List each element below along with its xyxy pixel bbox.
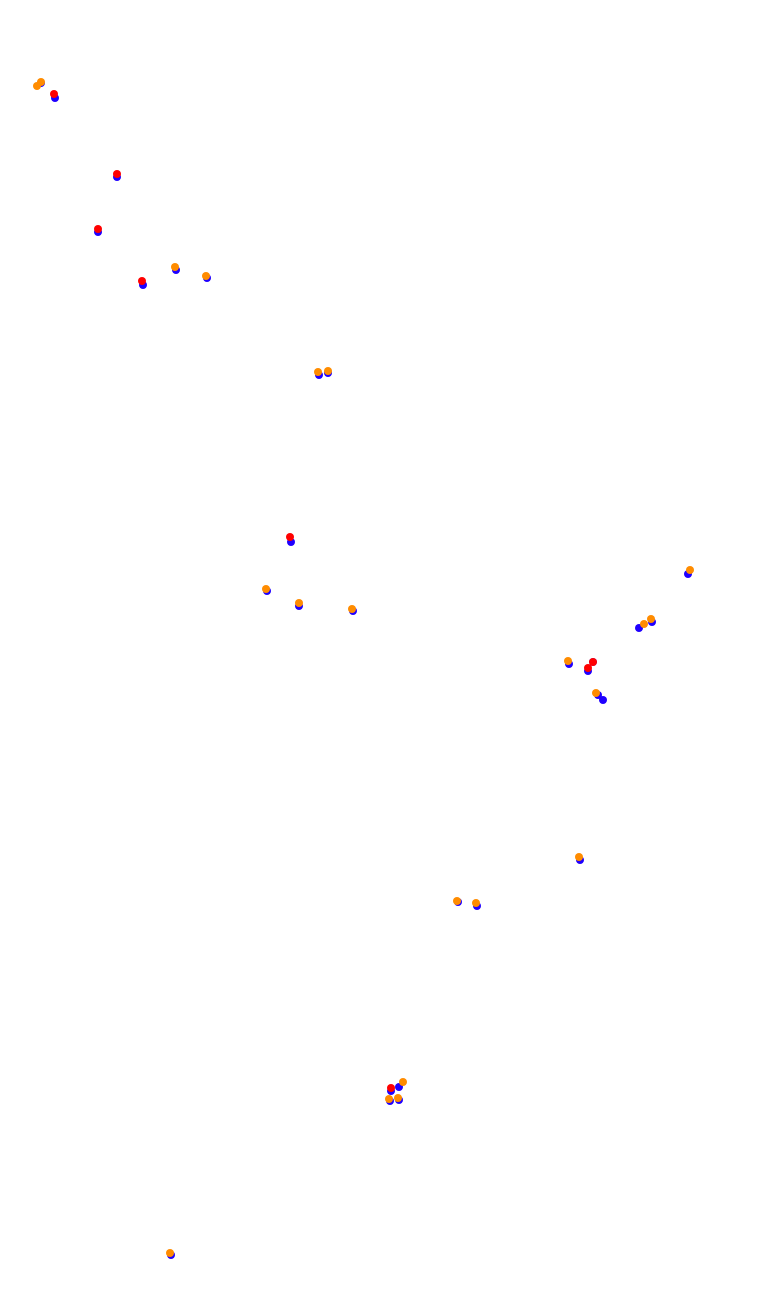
- data-point-red: [50, 90, 58, 98]
- data-point-red: [138, 277, 146, 285]
- data-point-orange: [166, 1249, 174, 1257]
- data-point-orange: [564, 657, 572, 665]
- data-point-orange: [394, 1094, 402, 1102]
- series-layer: [33, 78, 694, 1259]
- data-point-orange: [385, 1095, 393, 1103]
- data-point-red: [589, 658, 597, 666]
- data-point-red: [94, 225, 102, 233]
- data-point-orange: [640, 620, 648, 628]
- data-point-orange: [647, 615, 655, 623]
- data-point-orange: [37, 78, 45, 86]
- data-point-orange: [202, 272, 210, 280]
- data-point-orange: [453, 897, 461, 905]
- data-point-orange: [171, 263, 179, 271]
- data-point-orange: [399, 1078, 407, 1086]
- data-point-red: [113, 170, 121, 178]
- series-red: [50, 90, 597, 1092]
- data-point-orange: [348, 605, 356, 613]
- series-orange: [33, 78, 694, 1257]
- data-point-red: [286, 533, 294, 541]
- data-point-orange: [686, 566, 694, 574]
- data-point-red: [584, 664, 592, 672]
- data-point-orange: [295, 599, 303, 607]
- data-point-orange: [314, 368, 322, 376]
- data-point-orange: [592, 689, 600, 697]
- data-point-red: [387, 1084, 395, 1092]
- data-point-blue: [599, 696, 607, 704]
- data-point-orange: [324, 367, 332, 375]
- data-point-orange: [472, 899, 480, 907]
- data-point-orange: [575, 853, 583, 861]
- data-point-orange: [262, 585, 270, 593]
